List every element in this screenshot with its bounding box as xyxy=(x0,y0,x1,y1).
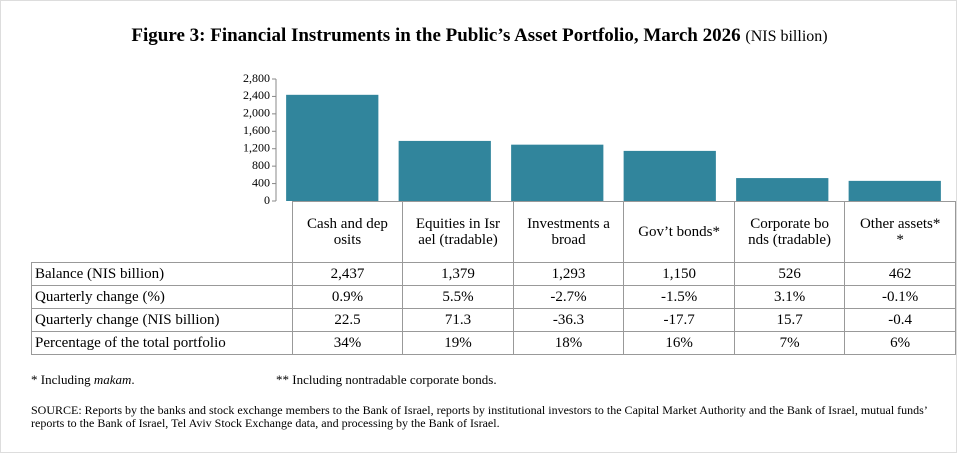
table-cell: 1,293 xyxy=(512,262,625,286)
bar xyxy=(623,150,716,201)
table-cell: 34% xyxy=(291,331,404,355)
table-row: Quarterly change (%) 0.9% 5.5% -2.7% -1.5% 3.… xyxy=(31,285,956,309)
column-header: Cash and deposits xyxy=(291,201,404,263)
corner xyxy=(31,201,293,263)
row-label: Percentage of the total portfolio xyxy=(31,331,293,355)
source: SOURCE: Reports by the banks and stock e… xyxy=(31,403,927,430)
column-header: Gov’t bonds* xyxy=(623,201,735,263)
y-tick-label: 2,400 xyxy=(243,88,270,102)
table-cell: 2,437 xyxy=(291,262,404,286)
y-tick-label: 2,800 xyxy=(243,71,270,85)
footnote: * Including makam. xyxy=(31,372,135,388)
note-emphasis: makam xyxy=(93,372,132,387)
table-cell: 6% xyxy=(844,331,956,355)
unit: (NIS billion) xyxy=(745,28,828,45)
table-cell: -0.4 xyxy=(844,308,956,332)
row-label: Quarterly change (NIS billion) xyxy=(31,308,293,332)
table-row: Quarterly change (NIS billion) 22.5 71.3 -3… xyxy=(31,308,956,332)
y-tick-label: 800 xyxy=(252,158,270,172)
table-cell: 7% xyxy=(733,331,846,355)
column-header: Investments abroad xyxy=(512,201,625,263)
chart-title: Figure 3: Financial Instruments in the P… xyxy=(1,25,956,47)
footnote: ** Including nontradable corporate bonds… xyxy=(276,372,497,387)
table-row: Balance (NIS billion) 2,437 1,379 1,293 1,15… xyxy=(31,262,956,286)
bar xyxy=(511,144,604,201)
table-cell: 1,150 xyxy=(623,262,735,286)
y-tick-label: 0 xyxy=(264,193,270,207)
table-cell: 3.1% xyxy=(733,285,846,309)
bar xyxy=(736,178,829,201)
table-cell: 5.5% xyxy=(402,285,514,309)
header-row: Cash and deposits Equities in Israel (tra… xyxy=(31,201,956,263)
table-cell: 0.9% xyxy=(291,285,404,309)
table-cell: -36.3 xyxy=(512,308,625,332)
table-cell: -17.7 xyxy=(623,308,735,332)
table-cell: 18% xyxy=(512,331,625,355)
table-cell: 462 xyxy=(844,262,956,286)
y-tick-label: 1,600 xyxy=(243,123,270,137)
table-row: Percentage of the total portfolio 34% 19% 1… xyxy=(31,331,956,355)
data-table: Cash and deposits Equities in Israel (tra… xyxy=(31,201,956,355)
table-cell: -0.1% xyxy=(844,285,956,309)
row-label: Quarterly change (%) xyxy=(31,285,293,309)
y-tick-label: 1,200 xyxy=(243,140,270,154)
bar xyxy=(848,180,941,201)
table-cell: 22.5 xyxy=(291,308,404,332)
note-text: . xyxy=(131,372,135,387)
table-cell: -1.5% xyxy=(623,285,735,309)
title-text: Figure 3: Financial Instruments in the P… xyxy=(131,25,741,46)
note-text: * Including xyxy=(31,372,94,387)
y-tick-label: 2,000 xyxy=(243,106,270,120)
column-header: Corporate bonds (tradable) xyxy=(733,201,846,263)
table-cell: 16% xyxy=(623,331,735,355)
column-header: Equities in Israel (tradable) xyxy=(402,201,514,263)
table-cell: 15.7 xyxy=(733,308,846,332)
table-cell: 526 xyxy=(733,262,846,286)
y-tick-label: 400 xyxy=(252,175,270,189)
table-cell: -2.7% xyxy=(512,285,625,309)
table-cell: 1,379 xyxy=(402,262,514,286)
table-cell: 19% xyxy=(402,331,514,355)
row-label: Balance (NIS billion) xyxy=(31,262,293,286)
table-cell: 71.3 xyxy=(402,308,514,332)
column-header: Other assets** xyxy=(844,201,956,263)
bar xyxy=(286,94,379,201)
bar xyxy=(398,140,491,201)
